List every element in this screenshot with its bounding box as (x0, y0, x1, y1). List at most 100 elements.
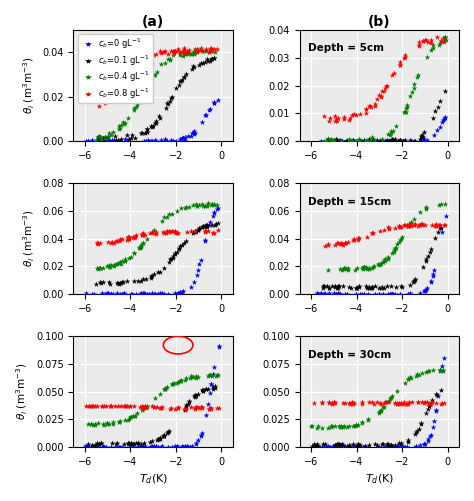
Point (195, 201, 203, 209)
Point (92, 280, 100, 288)
Point (184, 400, 192, 408)
Point (389, 127, 397, 135)
Point (331, 441, 339, 449)
Point (396, 400, 404, 408)
Point (143, 128, 151, 136)
Point (385, 137, 392, 145)
Point (194, 266, 202, 274)
Point (206, 403, 214, 411)
Legend: $c_b$=0 gL$^{-1}$, $c_b$=0.1 gL$^{-1}$, $c_b$=0.4 gL$^{-1}$, $c_b$=0.8 gL$^{-1}$: $c_b$=0 gL$^{-1}$, $c_b$=0.1 gL$^{-1}$, … (78, 35, 153, 103)
Point (320, 137, 328, 145)
Point (410, 80, 418, 88)
Point (433, 390, 440, 398)
Point (96, 264, 104, 272)
Point (119, 290, 127, 298)
Point (173, 379, 181, 387)
Point (109, 128, 117, 136)
Point (311, 442, 319, 450)
Point (192, 374, 200, 382)
Point (152, 442, 159, 450)
Point (336, 290, 344, 298)
Point (205, 221, 213, 229)
Point (144, 128, 151, 136)
Point (94, 239, 102, 247)
Point (352, 290, 360, 298)
Point (193, 201, 201, 209)
Point (368, 284, 376, 292)
Point (422, 203, 430, 211)
Point (362, 137, 369, 145)
Point (365, 264, 373, 272)
Point (91, 402, 99, 410)
Point (438, 37, 445, 45)
Point (142, 442, 149, 450)
Point (125, 136, 132, 144)
Point (130, 402, 138, 410)
Point (188, 66, 196, 74)
Point (179, 134, 187, 142)
Point (202, 227, 210, 235)
Point (101, 134, 109, 142)
Point (171, 289, 179, 297)
Point (430, 131, 438, 139)
Point (182, 374, 190, 382)
Point (150, 442, 157, 450)
Point (436, 201, 443, 209)
Point (426, 402, 433, 410)
Point (112, 84, 119, 92)
Point (356, 136, 363, 144)
Point (201, 59, 209, 67)
Point (337, 423, 345, 431)
Point (139, 231, 147, 239)
Point (341, 443, 348, 451)
Point (119, 78, 127, 86)
Point (378, 440, 385, 448)
Point (366, 135, 374, 143)
Point (211, 384, 219, 392)
Point (414, 222, 421, 230)
Point (153, 50, 160, 58)
Point (99, 420, 107, 428)
Point (432, 407, 440, 415)
Point (383, 282, 391, 290)
Point (350, 235, 358, 243)
Point (437, 39, 444, 47)
Point (132, 290, 140, 298)
Point (429, 423, 437, 431)
Point (406, 289, 414, 297)
Point (363, 232, 371, 240)
Point (334, 239, 342, 247)
Point (192, 439, 200, 447)
Point (333, 239, 340, 247)
Point (139, 239, 147, 247)
Point (138, 403, 146, 411)
Point (347, 284, 355, 292)
Point (418, 418, 425, 426)
Point (385, 225, 393, 233)
Point (407, 222, 415, 230)
Point (159, 289, 166, 297)
Point (131, 412, 138, 420)
Point (388, 249, 396, 258)
Point (356, 283, 363, 291)
Point (203, 411, 210, 419)
Point (155, 435, 163, 443)
Point (375, 284, 383, 292)
Point (375, 290, 383, 298)
Point (155, 268, 162, 276)
Point (182, 70, 190, 78)
Point (152, 228, 160, 236)
Point (180, 73, 187, 81)
Point (325, 117, 333, 125)
Point (104, 95, 111, 103)
Point (424, 405, 432, 413)
Point (123, 131, 131, 139)
Point (369, 133, 376, 141)
Point (332, 137, 340, 145)
Point (165, 210, 173, 218)
Point (101, 99, 109, 107)
Point (134, 439, 142, 447)
Point (121, 255, 129, 263)
Point (359, 443, 367, 451)
Point (339, 423, 346, 431)
